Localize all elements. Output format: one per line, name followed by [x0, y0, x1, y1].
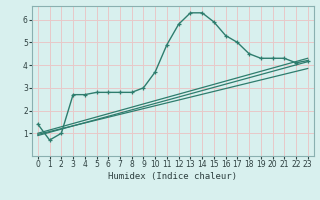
X-axis label: Humidex (Indice chaleur): Humidex (Indice chaleur)	[108, 172, 237, 181]
